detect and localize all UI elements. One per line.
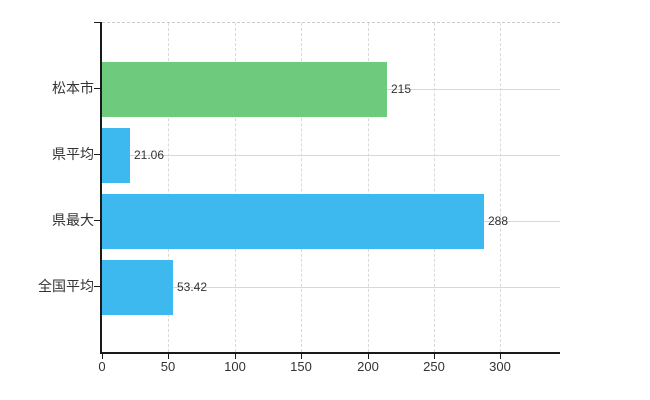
category-label: 松本市 [52,80,94,96]
x-axis-tick [235,354,236,359]
bar-松本市 [102,62,387,117]
v-gridline [235,23,236,352]
y-axis-tick [94,286,101,287]
x-tick-label: 50 [160,359,176,374]
v-gridline [434,23,435,352]
bar-県最大 [102,194,484,249]
h-gridline [102,287,560,288]
x-tick-label: 0 [98,359,106,374]
category-label: 全国平均 [38,278,94,294]
v-gridline [500,23,501,352]
y-axis-top-tick [94,22,101,23]
x-axis-tick [434,354,435,359]
x-axis-tick [301,354,302,359]
y-axis-tick [94,154,101,155]
value-label: 53.42 [177,280,208,294]
bar-県平均 [102,128,130,183]
x-tick-label: 300 [489,359,511,374]
y-axis-tick [94,88,101,89]
x-axis-tick [168,354,169,359]
v-gridline [301,23,302,352]
v-gridline [368,23,369,352]
x-axis-tick [368,354,369,359]
x-axis-tick [500,354,501,359]
x-tick-label: 250 [423,359,445,374]
y-axis-tick [94,220,101,221]
h-gridline [102,155,560,156]
value-label: 215 [391,82,412,96]
category-label: 県最大 [52,212,94,228]
plot-area: 215 21.06 288 53.42 [102,22,560,352]
x-axis-tick [102,354,103,359]
category-label: 県平均 [52,146,94,162]
x-tick-label: 100 [224,359,246,374]
x-axis-line [100,352,560,354]
x-tick-label: 150 [290,359,312,374]
value-label: 288 [488,214,509,228]
y-axis-line [100,22,102,353]
bar-全国平均 [102,260,173,315]
v-gridline [168,23,169,352]
value-label: 21.06 [134,148,165,162]
x-tick-label: 200 [357,359,379,374]
